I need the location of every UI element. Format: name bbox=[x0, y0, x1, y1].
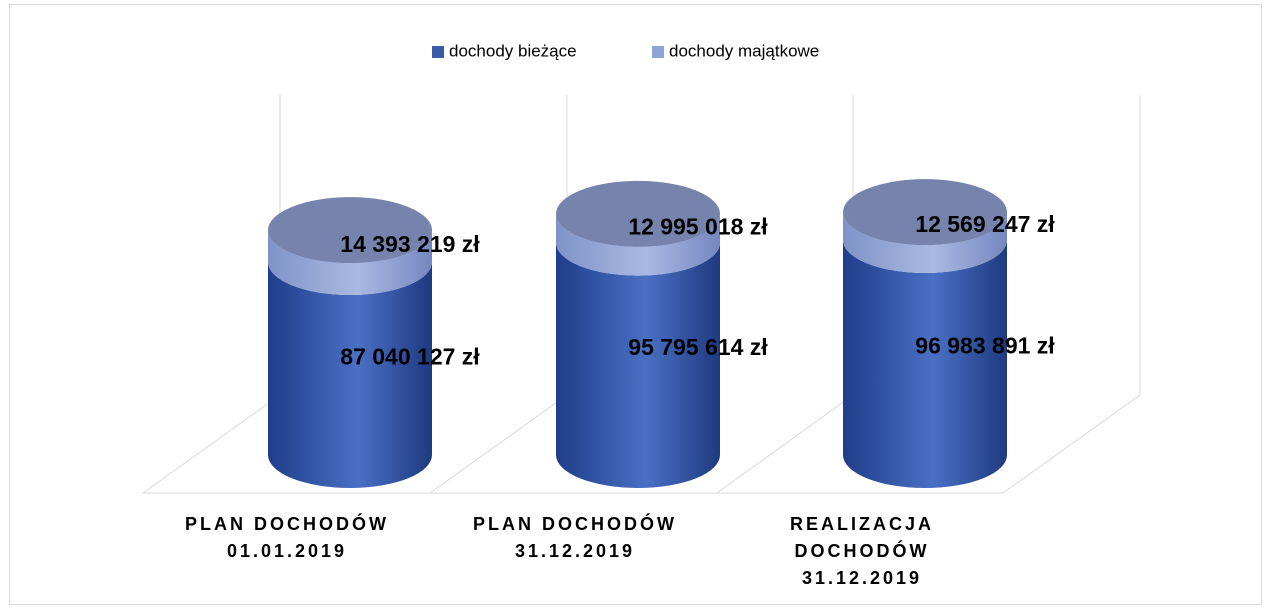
cylinder-segment bbox=[556, 213, 720, 276]
cylinder-segment bbox=[268, 230, 432, 296]
data-label: 12 569 247 zł bbox=[915, 211, 1055, 237]
data-label: 87 040 127 zł bbox=[340, 344, 480, 370]
cylinder-top bbox=[268, 197, 432, 264]
legend-label: dochody majątkowe bbox=[669, 41, 819, 60]
data-label: 12 995 018 zł bbox=[628, 213, 768, 239]
data-label: 95 795 614 zł bbox=[628, 334, 768, 360]
legend-swatch bbox=[432, 46, 444, 58]
data-label: 14 393 219 zł bbox=[340, 231, 480, 257]
cylinder-top bbox=[556, 180, 720, 247]
cylinder-segment bbox=[843, 212, 1007, 274]
legend-swatch bbox=[652, 46, 664, 58]
data-label: 96 983 891 zł bbox=[915, 333, 1055, 359]
x-tick-label: PLAN DOCHODÓW bbox=[185, 513, 389, 534]
cylinder-segment bbox=[843, 240, 1007, 488]
cylinder-segment bbox=[268, 262, 432, 488]
x-tick-label: 31.12.2019 bbox=[515, 541, 635, 561]
x-tick-label: 31.12.2019 bbox=[802, 568, 922, 588]
cylinder-segment bbox=[556, 242, 720, 488]
x-tick-label: REALIZACJA bbox=[790, 514, 934, 534]
x-tick-label: PLAN DOCHODÓW bbox=[473, 513, 677, 534]
cylinder-top bbox=[843, 179, 1007, 246]
x-tick-label: DOCHODÓW bbox=[795, 540, 930, 561]
legend-label: dochody bieżące bbox=[449, 41, 577, 60]
x-tick-label: 01.01.2019 bbox=[227, 541, 347, 561]
